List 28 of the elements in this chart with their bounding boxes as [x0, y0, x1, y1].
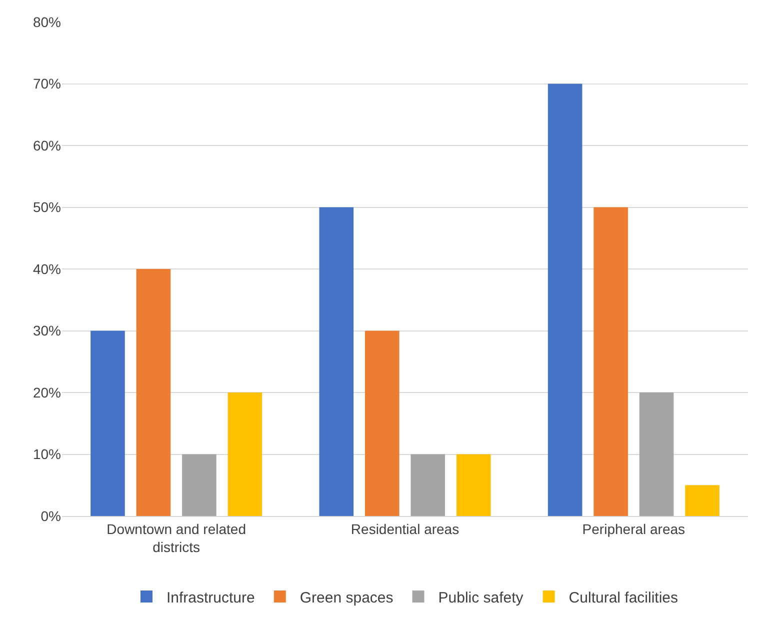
- bar: [456, 454, 491, 516]
- legend-label: Cultural facilities: [568, 589, 678, 606]
- y-tick-label: 50%: [32, 199, 61, 216]
- y-tick-label: 70%: [32, 76, 61, 92]
- bar: [136, 269, 171, 516]
- y-tick-label: 80%: [32, 14, 61, 30]
- x-tick-label: Peripheral areas: [582, 520, 686, 537]
- bar: [410, 454, 446, 516]
- legend-label: Green spaces: [300, 589, 394, 606]
- y-tick-label: 40%: [32, 260, 61, 277]
- bar: [548, 84, 582, 516]
- y-tick-label: 0%: [40, 508, 61, 524]
- bar: [90, 330, 125, 516]
- legend-label: Public safety: [438, 589, 524, 606]
- y-tick-label: 60%: [32, 137, 61, 154]
- x-tick-label: Residential areas: [350, 520, 460, 537]
- legend-label: Infrastructure: [166, 589, 255, 606]
- bar: [319, 207, 354, 516]
- bar: [685, 485, 720, 516]
- bar: [182, 454, 216, 516]
- bar: [594, 207, 628, 516]
- bar: [228, 392, 262, 516]
- bar: [364, 330, 400, 516]
- y-tick-label: 30%: [32, 322, 61, 339]
- y-tick-label: 20%: [32, 384, 61, 400]
- bar: [639, 392, 674, 516]
- y-tick-label: 10%: [32, 446, 61, 462]
- x-tick-label: Downtown and related districts: [106, 520, 246, 555]
